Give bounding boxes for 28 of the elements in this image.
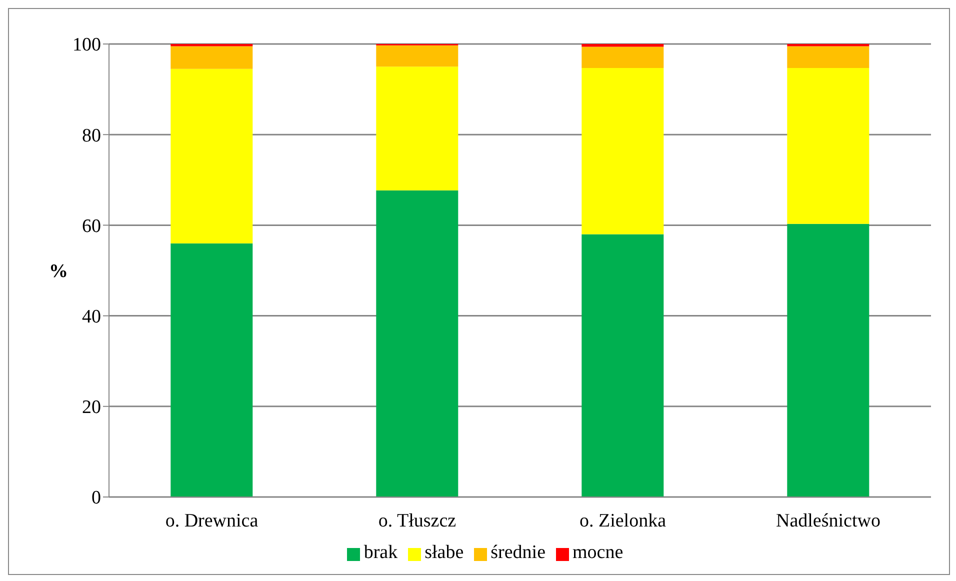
bar [376,66,458,190]
legend-label: średnie [490,542,546,563]
y-tick-label: 80 [82,125,101,146]
y-tick-label: 60 [82,216,101,237]
bar [170,68,253,244]
x-tick-label: o. Zielonka [579,510,667,532]
legend-label: słabe [424,542,464,563]
bar [787,224,870,497]
legend-label: mocne [572,542,624,563]
y-tick-label: 0 [92,488,101,509]
x-tick-label: o. Tłuszcz [378,510,456,532]
bar [170,243,253,497]
bar [376,45,458,67]
bar [582,44,664,47]
y-axis-title: % [49,261,68,282]
x-tick-label: Nadleśnictwo [776,510,880,532]
y-tick-label: 100 [72,34,101,56]
bar [582,46,664,68]
legend-label: brak [364,542,398,563]
bar [582,68,664,234]
bar [787,68,870,224]
y-tick-label: 40 [82,306,101,328]
bar [170,46,253,69]
x-tick-label: o. Drewnica [165,510,259,532]
bar [582,234,664,497]
y-tick-label: 20 [82,397,101,418]
bar [787,46,870,68]
bar [376,190,458,497]
